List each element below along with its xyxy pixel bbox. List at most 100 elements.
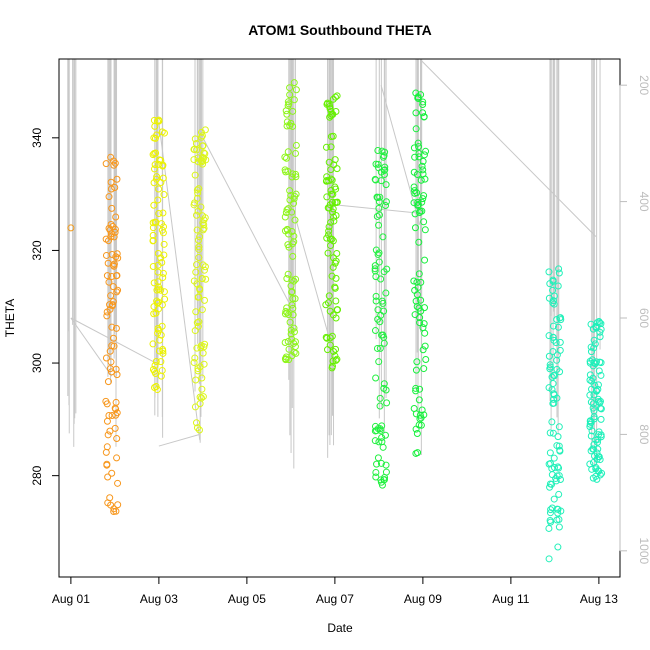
data-point [416,415,424,423]
data-point [412,366,420,374]
x-axis-label: Date [327,621,353,635]
data-point [197,394,205,402]
data-point [281,153,289,161]
data-point [590,336,598,344]
data-point [333,165,341,173]
data-point [595,318,603,326]
data-point [379,233,387,241]
data-point [324,299,332,307]
data-point [192,376,200,384]
data-point [158,301,166,309]
data-point [414,201,422,209]
data-point [323,176,331,184]
data-point [157,179,165,187]
data-point [102,160,110,168]
data-point [283,275,291,283]
data-point [105,411,113,419]
data-point [333,198,341,206]
data-point [113,175,121,183]
data-point [546,509,554,517]
data-point [332,297,340,305]
data-point [382,386,390,394]
data-point [412,387,420,395]
data-point [550,300,558,308]
data-point [550,454,558,462]
data-point [289,252,297,260]
x-tick-label: Aug 01 [52,592,90,606]
data-point [595,431,603,439]
data-point [596,471,604,479]
data-point [284,241,292,249]
data-point [590,441,598,449]
data-point [199,142,207,150]
data-point [586,357,594,365]
data-point [159,274,167,282]
depth-connector [290,201,333,348]
data-point [382,468,390,476]
data-point [286,318,294,326]
data-point [154,278,162,286]
data-point [547,506,555,514]
data-point [111,424,119,432]
data-point [109,283,117,291]
right-tick-label: 1000 [637,537,650,564]
data-point [418,162,426,170]
data-point [332,356,340,364]
data-point [283,304,291,312]
data-point [421,226,429,234]
y-axis: 280 300 320 340 [30,127,60,486]
data-point [286,187,294,195]
data-point [329,132,337,140]
data-point [328,235,336,243]
data-point [372,468,380,476]
data-point [597,325,605,333]
data-point [191,199,199,207]
data-point [282,307,290,315]
data-point [149,340,157,348]
data-point [553,365,561,373]
data-point [545,352,553,360]
data-point [373,460,381,468]
data-point [596,333,604,341]
data-point [114,254,122,262]
data-point [418,198,426,206]
data-point [420,113,428,121]
data-point [549,348,557,356]
data-point [107,358,115,366]
data-point [191,135,199,143]
x-tick-label: Aug 09 [404,592,442,606]
data-point [371,265,379,273]
data-point [593,475,601,483]
data-point [113,371,121,379]
data-point [150,310,158,318]
data-point [325,223,333,231]
data-point [553,516,561,524]
data-point [415,396,423,404]
data-point [420,218,428,226]
data-point [414,94,422,102]
data-point [155,283,163,291]
data-point [292,190,300,198]
data-point [594,381,602,389]
data-point [374,160,382,168]
data-point [288,173,296,181]
data-point [545,332,553,340]
data-point [410,199,418,207]
data-point [200,343,208,351]
data-point [552,339,560,347]
data-point [549,297,557,305]
data-point [332,212,340,220]
data-point [150,165,158,173]
data-point [195,236,203,244]
data-point [104,499,112,507]
data-point [198,374,206,382]
data-point [556,314,564,322]
data-point [591,381,599,389]
data-point [381,148,389,156]
data-point [103,461,111,469]
data-point [289,295,297,303]
data-point [557,507,565,515]
data-point [556,346,564,354]
data-point [374,454,382,462]
data-point [589,445,597,453]
